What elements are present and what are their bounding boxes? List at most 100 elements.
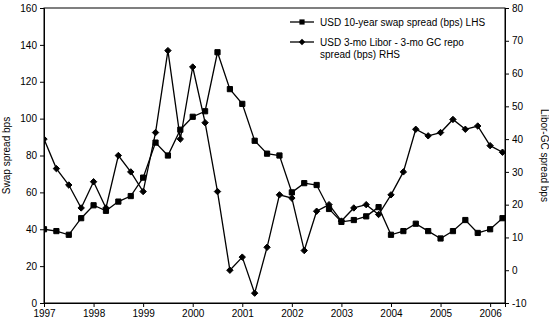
series-marker <box>289 190 294 195</box>
series-marker <box>363 201 369 207</box>
series-marker <box>364 214 369 219</box>
tick-label: 100 <box>20 113 37 124</box>
tick-label: 1997 <box>33 308 56 319</box>
tick-label: 80 <box>26 150 38 161</box>
series-marker <box>388 232 393 237</box>
tick-mark <box>94 303 95 307</box>
series-marker <box>375 211 381 217</box>
series-marker <box>426 228 431 233</box>
series-marker <box>239 254 245 260</box>
series-marker <box>289 195 295 201</box>
series-marker <box>301 247 307 253</box>
tick: 20 <box>505 199 524 210</box>
tick: 40 <box>505 134 524 145</box>
series-marker <box>91 203 96 208</box>
tick: 2005 <box>430 303 453 319</box>
series-marker <box>438 236 443 241</box>
x-axis: 1997199819992000200120022003200420052006 <box>33 303 505 319</box>
tick-mark <box>40 119 44 120</box>
tick: -10 <box>505 298 527 309</box>
series-marker <box>276 192 282 198</box>
series-marker <box>314 182 319 187</box>
series-marker <box>227 87 232 92</box>
tick-label: 60 <box>512 68 524 79</box>
series-marker <box>264 244 270 250</box>
tick-label: 20 <box>512 199 524 210</box>
series-marker <box>499 149 505 155</box>
series-marker <box>103 205 109 211</box>
series-marker <box>66 182 72 188</box>
series-marker <box>475 123 481 129</box>
tick-label: 160 <box>20 3 37 14</box>
series-marker <box>90 179 96 185</box>
legend-label: USD 10-year swap spread (bps) LHS <box>320 17 485 28</box>
axis-line <box>40 9 45 304</box>
series-marker <box>128 193 133 198</box>
series-marker <box>44 136 47 142</box>
tick-label: 2000 <box>182 308 205 319</box>
tick-label: 50 <box>512 101 524 112</box>
tick-label: 0 <box>512 265 518 276</box>
tick-mark <box>40 82 44 83</box>
tick-mark <box>505 237 509 238</box>
tick: 140 <box>20 40 44 51</box>
tick: 40 <box>26 224 44 235</box>
tick: 2003 <box>331 303 354 319</box>
tick: 2004 <box>380 303 403 319</box>
tick-label: 2004 <box>380 308 403 319</box>
tick: 2002 <box>281 303 304 319</box>
y2-axis-title: Libor-GC spread bps <box>539 109 549 202</box>
tick-mark <box>505 8 509 9</box>
legend-label: USD 3-mo Libor - 3-mo GC repo spread (bp… <box>320 37 467 60</box>
tick-mark <box>242 303 243 307</box>
series-marker <box>450 116 456 122</box>
y2-axis: -1001020304050607080 <box>505 3 527 309</box>
tick: 0 <box>505 265 518 276</box>
tick-mark <box>391 303 392 307</box>
tick-label: 0 <box>31 298 37 309</box>
series-marker <box>44 227 47 232</box>
series-marker <box>190 64 196 70</box>
series-marker <box>115 152 121 158</box>
tick: 20 <box>26 261 44 272</box>
series-marker <box>141 175 146 180</box>
y-axis-title: Swap spread bps <box>1 117 12 194</box>
axis-line <box>506 9 510 304</box>
tick: 2000 <box>182 303 205 319</box>
tick: 80 <box>505 3 524 14</box>
series-line <box>44 52 503 238</box>
tick-mark <box>292 303 293 307</box>
tick-label: 40 <box>512 134 524 145</box>
axis-line <box>45 304 506 308</box>
series-marker <box>326 201 332 207</box>
tick-mark <box>505 74 509 75</box>
series-marker <box>488 227 493 232</box>
tick-label: 2002 <box>281 308 304 319</box>
tick: 30 <box>505 167 524 178</box>
tick: 2006 <box>480 303 503 319</box>
series-marker <box>53 165 59 171</box>
tick-mark <box>40 45 44 46</box>
tick-mark <box>341 303 342 307</box>
tick-mark <box>490 303 491 307</box>
tick-mark <box>505 205 509 206</box>
series-marker <box>177 136 183 142</box>
plot-area <box>44 47 505 296</box>
series-marker <box>450 228 455 233</box>
tick-label: 1999 <box>133 308 156 319</box>
legend-marker <box>299 39 305 45</box>
chart: 1997199819992000200120022003200420052006… <box>0 0 549 331</box>
series-marker <box>252 138 257 143</box>
series-marker <box>400 169 406 175</box>
tick: 2001 <box>232 303 255 319</box>
series-marker <box>462 126 468 132</box>
tick: 70 <box>505 35 524 46</box>
tick: 60 <box>26 187 44 198</box>
tick-label: 40 <box>26 224 38 235</box>
tick-mark <box>441 303 442 307</box>
tick-label: 2006 <box>480 308 503 319</box>
series-marker <box>500 216 505 221</box>
tick-label: 80 <box>512 3 524 14</box>
tick: 50 <box>505 101 524 112</box>
tick-mark <box>505 172 509 173</box>
